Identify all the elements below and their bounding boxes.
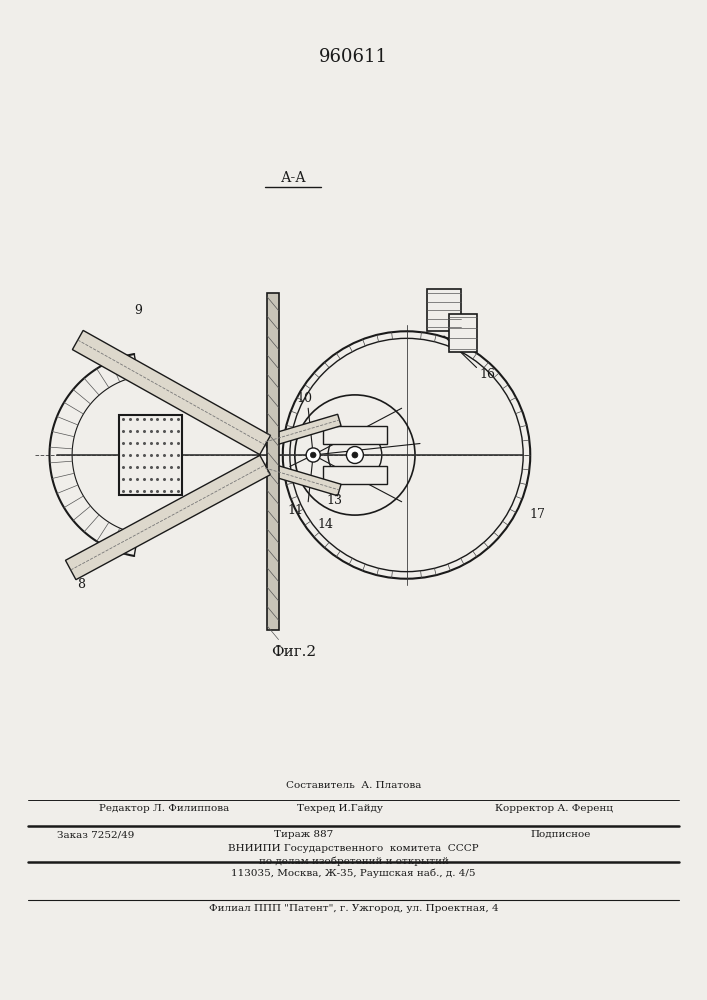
Text: 9: 9 bbox=[134, 304, 142, 316]
Circle shape bbox=[352, 452, 358, 458]
Text: ВНИИПИ Государственного  комитета  СССР: ВНИИПИ Государственного комитета СССР bbox=[228, 844, 479, 853]
Polygon shape bbox=[72, 330, 271, 455]
Text: 10: 10 bbox=[296, 391, 312, 404]
Text: А-А: А-А bbox=[281, 171, 306, 185]
Text: Заказ 7252/49: Заказ 7252/49 bbox=[57, 830, 134, 839]
Text: 11: 11 bbox=[288, 504, 303, 516]
Bar bbox=[448, 314, 477, 352]
Bar bbox=[427, 289, 461, 331]
Text: 13: 13 bbox=[327, 493, 342, 506]
Polygon shape bbox=[264, 462, 341, 496]
Text: 17: 17 bbox=[530, 508, 545, 522]
Text: по делам изобретений и открытий: по делам изобретений и открытий bbox=[259, 856, 448, 865]
Polygon shape bbox=[264, 414, 341, 448]
Circle shape bbox=[310, 452, 316, 458]
Text: Корректор А. Ференц: Корректор А. Ференц bbox=[495, 804, 613, 813]
Bar bbox=[323, 426, 387, 444]
Text: 16: 16 bbox=[480, 368, 496, 381]
Bar bbox=[323, 466, 387, 484]
Text: Подписное: Подписное bbox=[530, 830, 590, 839]
Text: Фиг.2: Фиг.2 bbox=[271, 645, 316, 659]
Text: 113035, Москва, Ж-35, Раушская наб., д. 4/5: 113035, Москва, Ж-35, Раушская наб., д. … bbox=[231, 868, 476, 878]
Text: Филиал ППП "Патент", г. Ужгород, ул. Проектная, 4: Филиал ППП "Патент", г. Ужгород, ул. Про… bbox=[209, 904, 498, 913]
Polygon shape bbox=[66, 455, 270, 580]
Text: Тираж 887: Тираж 887 bbox=[274, 830, 334, 839]
Bar bbox=[267, 293, 279, 630]
Text: Техред И.Гайду: Техред И.Гайду bbox=[297, 804, 383, 813]
Text: 14: 14 bbox=[317, 518, 333, 532]
Text: 8: 8 bbox=[77, 578, 86, 591]
Bar bbox=[119, 415, 182, 495]
Text: 960611: 960611 bbox=[319, 48, 388, 66]
Text: Составитель  А. Платова: Составитель А. Платова bbox=[286, 781, 421, 790]
Text: Редактор Л. Филиппова: Редактор Л. Филиппова bbox=[99, 804, 229, 813]
Circle shape bbox=[306, 448, 320, 462]
Circle shape bbox=[346, 447, 363, 463]
